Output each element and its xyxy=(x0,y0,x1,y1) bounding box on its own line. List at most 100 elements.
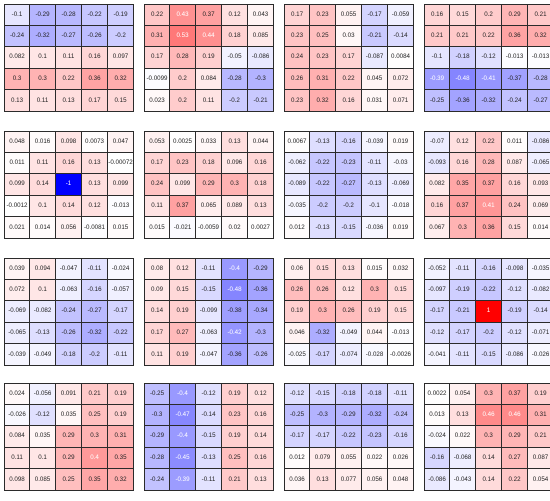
heatmap-panel-11: 0.06 0.15 0.13 0.015 0.032 0.26 0.26 0.12 0.3 0.1… xyxy=(284,258,414,366)
heatmap-cell: -0.099 xyxy=(196,301,222,323)
heatmap-cell: 0.039 xyxy=(4,258,30,280)
heatmap-cell: 0.03 xyxy=(336,25,362,48)
heatmap-cell: 0.22 xyxy=(502,469,528,491)
heatmap-cell: -0.089 xyxy=(284,174,310,196)
heatmap-cell: 0.13 xyxy=(450,404,476,427)
heatmap-cell: 0.31 xyxy=(310,68,336,91)
heatmap-cell: -0.16 xyxy=(476,258,502,280)
heatmap-cell: 0.071 xyxy=(388,90,414,112)
heatmap-cell: 0.27 xyxy=(170,322,196,345)
heatmap-cell: 0.26 xyxy=(310,279,336,302)
heatmap-cell: -0.069 xyxy=(388,174,414,196)
heatmap-panel-1: -0.1 -0.29 -0.28 -0.22 -0.19 -0.24 -0.32 -0.27-… xyxy=(4,4,134,112)
heatmap-cell: 0.26 xyxy=(336,301,362,323)
heatmap-cell: 0.16 xyxy=(248,404,274,427)
heatmap-cell: 0.16 xyxy=(502,174,528,196)
heatmap-cell: 0.1 xyxy=(30,47,56,69)
heatmap-cell: -0.028 xyxy=(362,344,388,366)
heatmap-cell: 0.17 xyxy=(284,4,310,26)
heatmap-cell: 0.37 xyxy=(170,195,196,218)
heatmap-cell: -0.25 xyxy=(144,383,170,405)
heatmap-cell: -0.28 xyxy=(222,68,248,91)
heatmap-cell: -0.19 xyxy=(108,4,134,26)
heatmap-cell: 0.1 xyxy=(30,279,56,302)
heatmap-cell: -0.3 xyxy=(310,404,336,427)
heatmap-cell: 0.023 xyxy=(144,90,170,112)
heatmap-cell: 0.16 xyxy=(248,447,274,470)
heatmap-cell: -0.29 xyxy=(144,426,170,448)
heatmap-cell: 0.3 xyxy=(476,383,502,405)
heatmap-cell: 0.37 xyxy=(476,174,502,196)
heatmap-cell: -0.17 xyxy=(310,344,336,366)
heatmap-cell: 0.29 xyxy=(502,426,528,448)
heatmap-cell: 0.44 xyxy=(196,25,222,48)
heatmap-cell: -0.047 xyxy=(196,344,222,366)
heatmap-cell: 0.085 xyxy=(248,25,274,48)
heatmap-cell: -0.24 xyxy=(56,301,82,323)
heatmap-cell: -0.4 xyxy=(170,426,196,448)
heatmap-cell: 0.056 xyxy=(56,217,82,239)
heatmap-cell: 0.044 xyxy=(362,322,388,345)
heatmap-cell: 0.17 xyxy=(144,152,170,175)
heatmap-cell: 0.054 xyxy=(450,383,476,405)
heatmap-cell: -0.00072 xyxy=(108,152,134,175)
heatmap-cell: -0.043 xyxy=(450,469,476,491)
heatmap-cell: -0.024 xyxy=(108,258,134,280)
heatmap-cell: 0.0067 xyxy=(284,131,310,153)
heatmap-cell: 0.14 xyxy=(56,195,82,218)
heatmap-cell: 0.19 xyxy=(108,383,134,405)
heatmap-cell: -0.28 xyxy=(56,4,82,26)
heatmap-cell: -0.29 xyxy=(248,258,274,280)
heatmap-cell: -0.22 xyxy=(310,152,336,175)
heatmap-cell: -0.17 xyxy=(362,4,388,26)
heatmap-cell: -0.17 xyxy=(424,301,450,323)
heatmap-cell: -0.18 xyxy=(336,383,362,405)
heatmap-cell: -0.087 xyxy=(362,47,388,69)
heatmap-cell: 0.3 xyxy=(30,68,56,91)
heatmap-cell: 0.32 xyxy=(108,469,134,491)
heatmap-cell: 0.067 xyxy=(424,217,450,239)
heatmap-cell: 0.011 xyxy=(502,131,528,153)
heatmap-cell: 0.11 xyxy=(30,90,56,112)
heatmap-cell: 0.11 xyxy=(144,344,170,366)
heatmap-cell: 0.17 xyxy=(144,47,170,69)
heatmap-cell: -0.086 xyxy=(424,469,450,491)
heatmap-cell: -0.2 xyxy=(476,322,502,345)
heatmap-cell: -0.082 xyxy=(528,279,550,302)
heatmap-cell: -0.12 xyxy=(30,404,56,427)
heatmap-cell: 0.11 xyxy=(144,195,170,218)
heatmap-cell: -0.22 xyxy=(108,322,134,345)
heatmap-cell: -0.0081 xyxy=(82,217,108,239)
heatmap-cell: 0.16 xyxy=(56,152,82,175)
heatmap-cell: 0.2 xyxy=(170,90,196,112)
heatmap-cell: -0.063 xyxy=(196,322,222,345)
heatmap-cell: 0.36 xyxy=(476,217,502,239)
heatmap-cell: -0.21 xyxy=(362,25,388,48)
heatmap-cell: -0.13 xyxy=(30,322,56,345)
heatmap-cell: 0.031 xyxy=(362,90,388,112)
heatmap-cell: -0.086 xyxy=(528,131,550,153)
heatmap-cell: -0.026 xyxy=(528,344,550,366)
heatmap-cell: -0.049 xyxy=(30,344,56,366)
heatmap-cell: -0.1 xyxy=(362,195,388,218)
heatmap-cell: 0.24 xyxy=(502,195,528,218)
heatmap-cell: 0.29 xyxy=(502,4,528,26)
heatmap-cell: -0.2 xyxy=(310,195,336,218)
heatmap-cell: -0.22 xyxy=(82,4,108,26)
heatmap-cell: 0.14 xyxy=(476,447,502,470)
heatmap-cell: 0.16 xyxy=(82,47,108,69)
heatmap-cell: 0.27 xyxy=(502,447,528,470)
heatmap-cell: 0.53 xyxy=(170,25,196,48)
heatmap-cell: -0.2 xyxy=(336,195,362,218)
heatmap-cell: -0.17 xyxy=(108,301,134,323)
heatmap-cell: -0.13 xyxy=(362,174,388,196)
heatmap-cell: 0.15 xyxy=(388,301,414,323)
heatmap-cell: 0.053 xyxy=(144,131,170,153)
heatmap-cell: -0.057 xyxy=(108,279,134,302)
heatmap-cell: 0.055 xyxy=(336,447,362,470)
heatmap-cell: 0.11 xyxy=(196,90,222,112)
heatmap-cell: 0.19 xyxy=(196,47,222,69)
heatmap-cell: 0.19 xyxy=(222,426,248,448)
heatmap-cell: -0.16 xyxy=(424,447,450,470)
